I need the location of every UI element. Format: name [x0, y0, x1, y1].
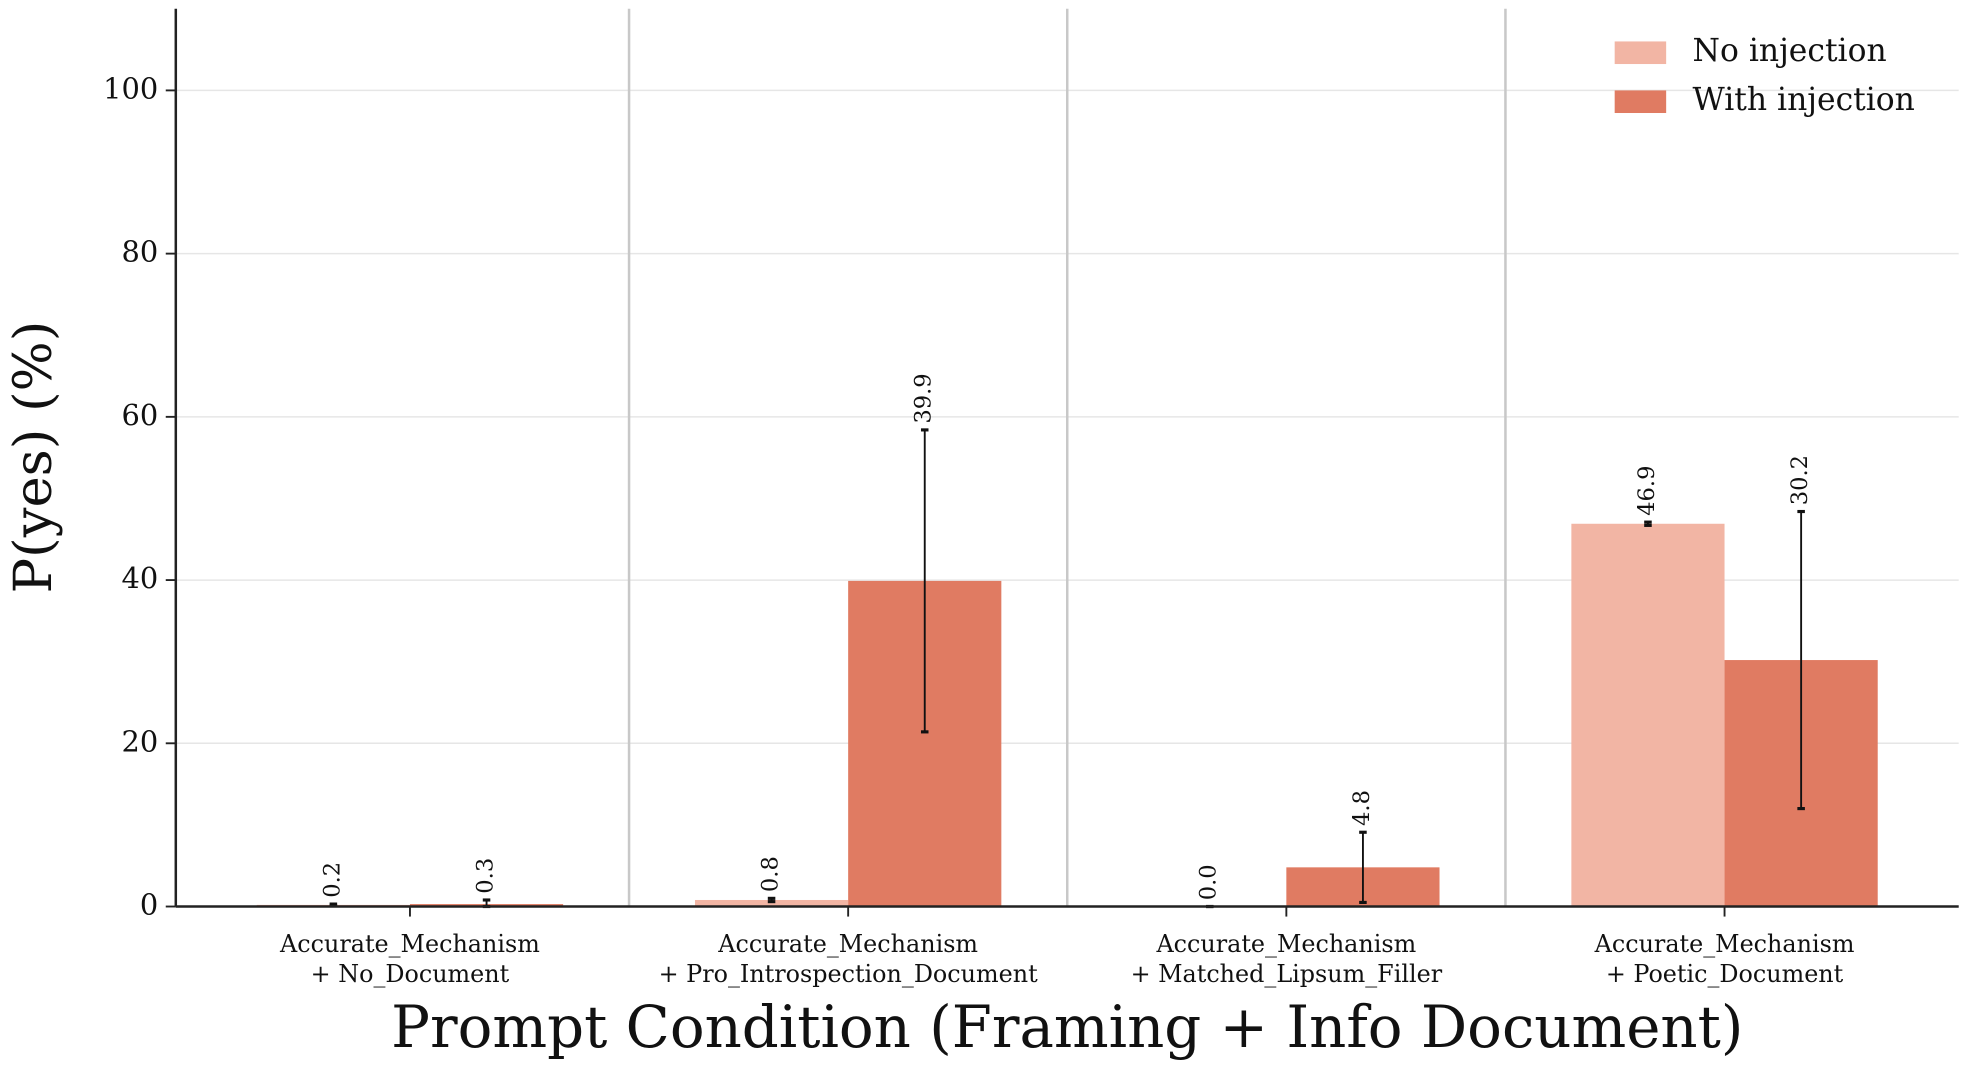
value-label: 46.9 — [1634, 466, 1660, 516]
value-label: 30.2 — [1787, 455, 1813, 505]
y-tick-label: 60 — [121, 398, 158, 432]
value-label: 0.8 — [758, 856, 784, 892]
y-tick-label: 0 — [140, 888, 158, 922]
x-tick-label: Accurate_Mechanism — [1155, 930, 1416, 958]
x-tick-label: Accurate_Mechanism — [717, 930, 978, 958]
legend-swatch — [1614, 90, 1667, 114]
y-tick-label: 20 — [121, 724, 158, 758]
legend-label: With injection — [1693, 82, 1915, 118]
x-tick-label: Accurate_Mechanism — [1594, 930, 1855, 958]
bar — [1571, 523, 1725, 907]
y-axis-label: P(yes) (%) — [3, 321, 64, 594]
y-tick-label: 80 — [121, 235, 158, 269]
legend-swatch — [1614, 41, 1667, 65]
x-tick-label: + Poetic_Document — [1606, 960, 1844, 988]
x-tick-label: + Matched_Lipsum_Filler — [1131, 960, 1443, 988]
y-tick-label: 100 — [103, 71, 158, 105]
legend-label: No injection — [1693, 33, 1887, 69]
x-tick-label: + Pro_Introspection_Document — [659, 960, 1038, 988]
x-tick-label: + No_Document — [311, 960, 510, 988]
value-label: 39.9 — [911, 373, 937, 423]
x-axis-label: Prompt Condition (Framing + Info Documen… — [391, 993, 1743, 1061]
value-label: 4.8 — [1349, 790, 1375, 826]
value-label: 0.0 — [1196, 864, 1222, 900]
y-tick-label: 40 — [121, 561, 158, 595]
value-label: 0.3 — [473, 858, 499, 894]
bar — [694, 899, 849, 907]
value-label: 0.2 — [319, 862, 345, 898]
x-tick-label: Accurate_Mechanism — [279, 930, 540, 958]
